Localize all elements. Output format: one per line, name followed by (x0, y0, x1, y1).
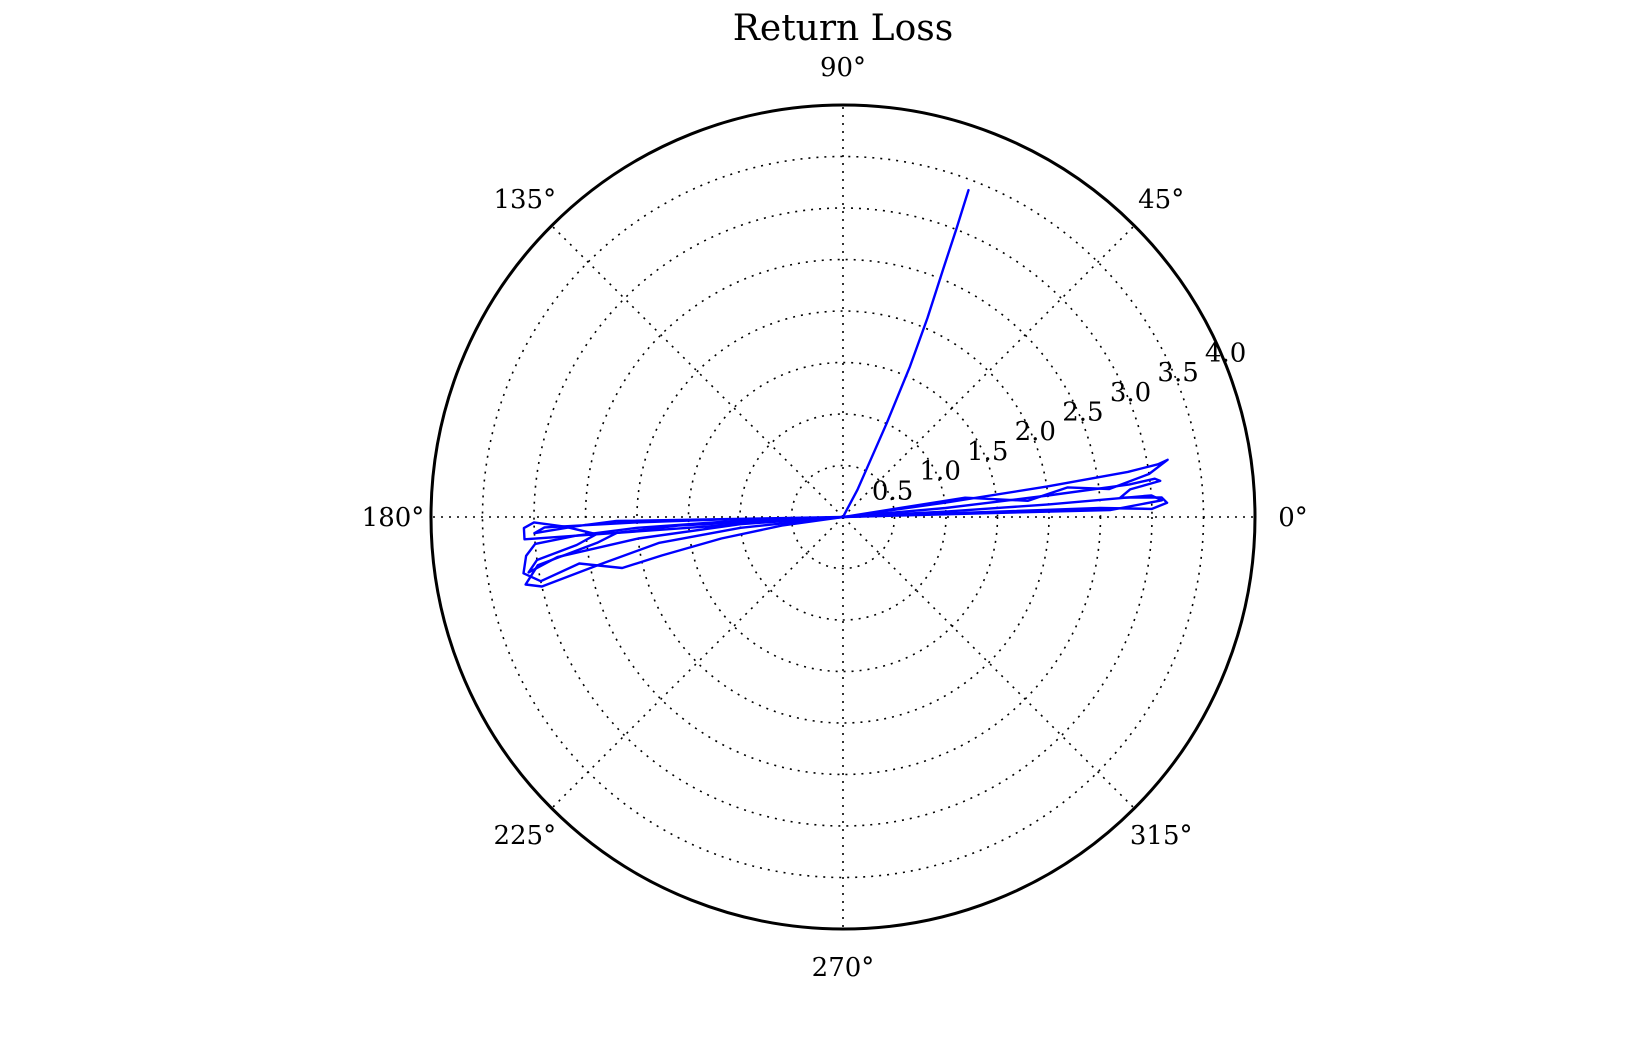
grid-circle-5 (533, 207, 1153, 827)
radial-tick-label-1: 1.0 (920, 457, 961, 487)
grid-circle-3 (636, 310, 1050, 724)
series-line-4 (522, 515, 845, 583)
angle-tick-label-4: 180° (362, 503, 425, 533)
radial-tick-label-4: 2.5 (1062, 398, 1103, 428)
grid-spoke-5 (551, 516, 844, 809)
series-line-5 (522, 515, 845, 574)
chart-title: Return Loss (733, 8, 953, 49)
series-line-2 (841, 477, 1169, 519)
series-line-3 (841, 494, 1164, 519)
radial-tick-label-3: 2.0 (1015, 417, 1056, 447)
radial-tick-label-0: 0.5 (872, 476, 913, 506)
grid-circle-1 (739, 413, 947, 621)
series-line-6 (524, 515, 845, 588)
grid-spoke-1 (842, 225, 1135, 518)
series-layer (522, 188, 1169, 588)
series-line-0 (841, 188, 970, 519)
angle-tick-label-3: 135° (493, 185, 556, 215)
angle-tick-label-5: 225° (493, 821, 556, 851)
polar-grid (431, 105, 1255, 929)
angle-tick-label-2: 90° (820, 53, 866, 83)
grid-circle-2 (687, 361, 999, 673)
angle-tick-label-1: 45° (1138, 185, 1184, 215)
radial-tick-label-7: 4.0 (1205, 338, 1246, 368)
radial-tick-labels: 0.51.01.52.02.53.03.54.0 (872, 338, 1246, 506)
polar-frame (429, 103, 1257, 931)
radial-tick-label-5: 3.0 (1110, 378, 1151, 408)
angle-tick-label-0: 0° (1278, 503, 1308, 533)
series-line-7 (533, 515, 845, 535)
angle-tick-label-6: 270° (812, 953, 875, 983)
angle-tick-label-7: 315° (1130, 821, 1193, 851)
radial-tick-label-6: 3.5 (1157, 358, 1198, 388)
angular-tick-labels: 0° 45° 90° 135° 180° 225° 270° 315° (362, 53, 1308, 983)
radial-tick-label-2: 1.5 (967, 437, 1008, 467)
